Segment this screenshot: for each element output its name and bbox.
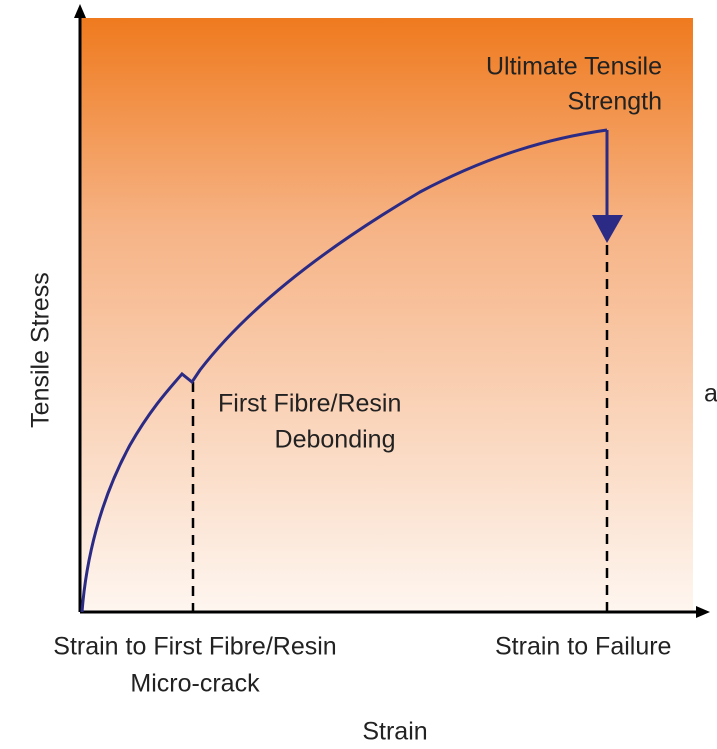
stress-strain-curve: [80, 128, 608, 613]
failure-label: Strain to Failure: [495, 633, 671, 661]
x-axis-label: Strain: [362, 718, 427, 746]
ultimate-label: Ultimate Tensile: [486, 53, 662, 81]
failure-arrowhead: [592, 215, 623, 243]
debonding-label: Debonding: [275, 426, 396, 454]
debonding-label: First Fibre/Resin: [218, 390, 401, 418]
y-axis-label: Tensile Stress: [27, 272, 55, 428]
ultimate-label: Strength: [567, 88, 662, 116]
x-axis-arrow: [696, 606, 710, 618]
plot-background: [80, 18, 693, 612]
y-axis-arrow: [74, 4, 86, 18]
first-crack-label: Strain to First Fibre/Resin: [53, 633, 336, 661]
first-crack-label: Micro-crack: [130, 670, 260, 698]
text-fragment: a: [704, 380, 717, 408]
